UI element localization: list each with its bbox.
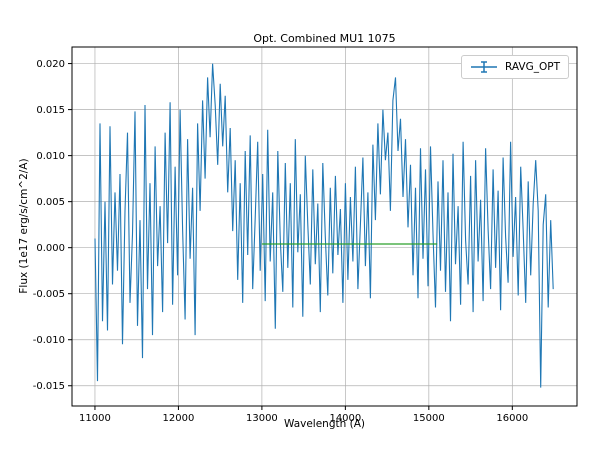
legend: RAVG_OPT	[461, 55, 569, 79]
x-tick-label: 13000	[246, 413, 278, 424]
x-tick-label: 16000	[496, 413, 528, 424]
legend-errorbar-icon	[471, 61, 498, 73]
x-tick-label: 11000	[79, 413, 111, 424]
y-tick-label: 0.010	[36, 151, 65, 162]
axes-frame	[71, 46, 578, 407]
y-tick-label: 0.015	[36, 105, 65, 116]
x-tick-label: 12000	[163, 413, 195, 424]
x-tick-label: 14000	[329, 413, 361, 424]
chart-title: Opt. Combined MU1 1075	[253, 32, 396, 45]
y-tick-label: -0.005	[33, 289, 65, 300]
y-tick-label: 0.005	[36, 197, 65, 208]
y-axis-label: Flux (1e17 erg/s/cm^2/A)	[18, 158, 30, 294]
y-tick-label: -0.010	[33, 335, 65, 346]
y-tick-label: -0.015	[33, 381, 65, 392]
x-axis-label: Wavelength (A)	[283, 418, 365, 430]
legend-entry-label: RAVG_OPT	[505, 61, 560, 73]
y-tick-label: 0.000	[36, 243, 65, 254]
y-tick-label: 0.020	[36, 59, 65, 70]
x-tick-label: 15000	[413, 413, 445, 424]
series-ravg-opt	[94, 63, 554, 388]
